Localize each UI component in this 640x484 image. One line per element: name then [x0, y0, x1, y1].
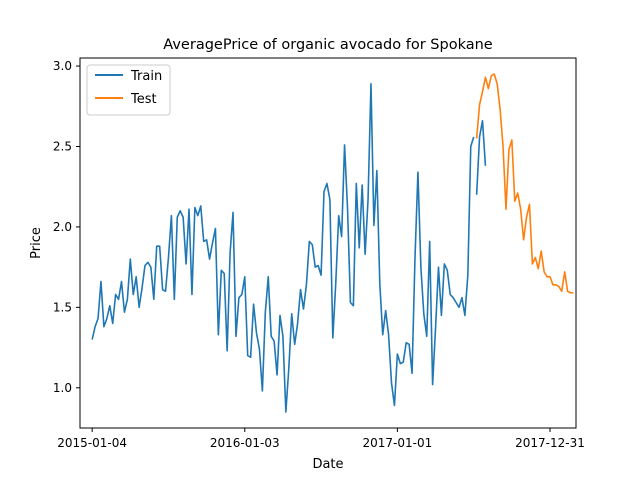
series-layer	[91, 73, 574, 413]
series-train	[91, 82, 475, 413]
x-tick-label: 2017-01-01	[363, 436, 433, 450]
x-tick-label: 2015-01-04	[57, 436, 127, 450]
y-tick-label: 2.0	[53, 220, 72, 234]
series-line-extra	[475, 119, 487, 195]
y-tick-label: 2.5	[53, 139, 72, 153]
x-axis-label: Date	[312, 457, 343, 472]
x-tick-label: 2017-12-31	[515, 436, 585, 450]
y-tick-label: 3.0	[53, 59, 72, 73]
legend-test-label: Test	[130, 92, 157, 107]
series-extra	[475, 119, 487, 195]
chart-title: AveragePrice of organic avocado for Spok…	[163, 37, 493, 53]
x-axis-ticks: 2015-01-04 2016-01-03 2017-01-01 2017-12-31	[57, 428, 585, 450]
y-axis-ticks: 1.0 1.5 2.0 2.5 3.0	[53, 59, 80, 395]
series-line-test	[475, 73, 574, 294]
plot-frame	[79, 57, 577, 429]
series-test	[475, 73, 574, 294]
series-line-train	[91, 82, 475, 413]
legend-train-label: Train	[130, 69, 162, 84]
x-tick-label: 2016-01-03	[210, 436, 280, 450]
legend: Train Test	[86, 64, 171, 116]
y-axis-label: Price	[29, 227, 44, 259]
legend-box	[86, 64, 171, 116]
y-tick-label: 1.0	[53, 381, 72, 395]
y-tick-label: 1.5	[53, 300, 72, 314]
